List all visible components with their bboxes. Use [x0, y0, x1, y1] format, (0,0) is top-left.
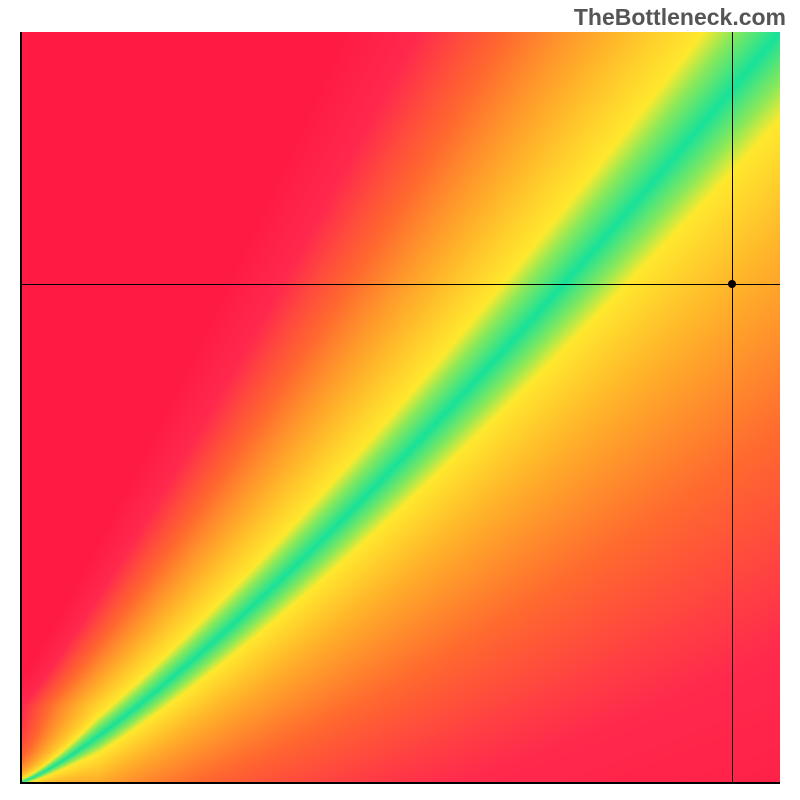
figure-container: TheBottleneck.com	[0, 0, 800, 800]
watermark-text: TheBottleneck.com	[574, 4, 786, 31]
heatmap-plot	[20, 32, 780, 784]
heatmap-canvas	[22, 32, 780, 782]
